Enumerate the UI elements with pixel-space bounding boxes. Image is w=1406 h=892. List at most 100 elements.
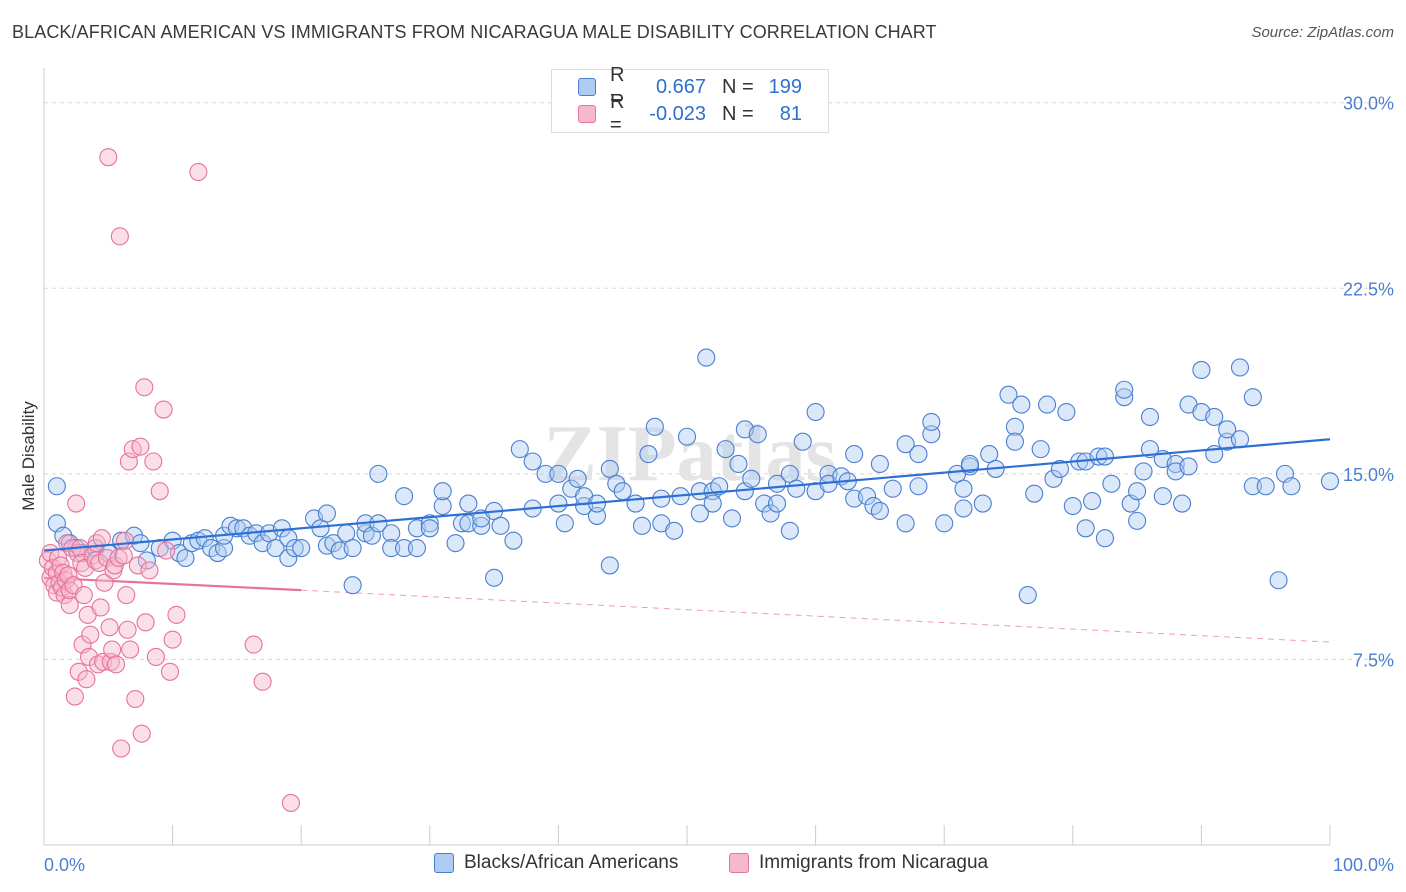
point-blacks (870, 501, 889, 521)
legend: R = 0.667 N = 199 R = -0.023 N = 81 (551, 64, 829, 136)
point-blacks (285, 539, 304, 558)
point-blacks (1230, 430, 1250, 449)
trend-line-nicaragua-solid (43, 576, 302, 592)
point-blacks (896, 435, 915, 454)
point-blacks (485, 568, 504, 587)
point-blacks (472, 516, 491, 535)
point-blacks (787, 479, 806, 498)
point-nicaragua (132, 724, 151, 743)
point-blacks (266, 539, 285, 558)
point-nicaragua (146, 647, 165, 667)
point-blacks (973, 494, 992, 513)
point-blacks (626, 494, 645, 513)
y-tick-labels: 7.5% 15.0% 22.5% 30.0% (1343, 94, 1394, 671)
point-blacks (420, 514, 439, 533)
point-blacks (1005, 432, 1024, 451)
point-blacks (549, 494, 568, 513)
point-nicaragua (163, 630, 182, 649)
point-nicaragua (59, 566, 78, 585)
legend-row-blacks: R = 0.667 N = 199 (552, 64, 802, 109)
point-blacks (999, 385, 1018, 404)
point-blacks (1050, 459, 1069, 478)
bottom-swatch-pink (729, 853, 749, 873)
point-blacks (960, 454, 979, 474)
point-blacks (954, 499, 973, 518)
point-blacks (1044, 469, 1063, 488)
trend-line-blacks (43, 438, 1331, 552)
point-blacks (47, 477, 66, 496)
point-nicaragua (67, 494, 86, 513)
point-nicaragua (117, 586, 136, 605)
point-nicaragua (160, 662, 180, 681)
point-nicaragua (55, 586, 74, 605)
point-blacks (722, 509, 742, 528)
point-nicaragua (121, 640, 140, 659)
point-blacks (1012, 395, 1031, 414)
legend-swatch-blue (578, 78, 596, 96)
point-blacks (742, 469, 761, 488)
point-blacks (555, 514, 574, 533)
point-blacks (1243, 477, 1262, 496)
point-nicaragua (140, 561, 159, 580)
point-blacks (568, 469, 587, 488)
axes (43, 68, 1331, 846)
point-blacks (459, 494, 478, 513)
watermark: ZIPatlas (543, 410, 836, 498)
point-blacks (1205, 407, 1224, 427)
point-blacks (922, 425, 941, 444)
bottom-legend-blacks: Blacks/African Americans (434, 852, 678, 874)
legend-swatch-pink (578, 105, 596, 123)
legend-n-label: N = (722, 102, 754, 125)
chart-title: BLACK/AFRICAN AMERICAN VS IMMIGRANTS FRO… (12, 22, 937, 42)
point-blacks (748, 425, 767, 444)
point-blacks (780, 521, 799, 540)
point-blacks (935, 514, 954, 533)
point-nicaragua (128, 556, 147, 575)
point-nicaragua (281, 793, 300, 812)
grid-lines (44, 102, 1390, 660)
point-blacks (549, 464, 568, 483)
point-nicaragua (60, 595, 79, 615)
point-blacks (729, 454, 748, 474)
point-blacks (1282, 477, 1301, 496)
point-blacks (292, 539, 311, 558)
points-nicaragua (38, 148, 300, 812)
trend-line-blacks (43, 438, 1331, 552)
point-blacks (510, 440, 529, 459)
x-tick-max: 100.0% (1333, 855, 1394, 875)
point-blacks (1095, 529, 1114, 548)
point-blacks (1089, 447, 1108, 466)
point-blacks (710, 477, 729, 496)
point-nicaragua (126, 689, 145, 709)
point-blacks (407, 539, 426, 558)
point-blacks (1083, 492, 1102, 511)
point-blacks (1038, 395, 1057, 414)
point-nicaragua (79, 647, 99, 667)
bottom-legend-nicaragua: Immigrants from Nicaragua (729, 852, 988, 874)
point-nicaragua (95, 573, 114, 592)
bottom-legend-label: Blacks/African Americans (464, 852, 679, 873)
point-blacks (755, 494, 774, 513)
point-blacks (382, 524, 401, 543)
point-blacks (1256, 477, 1275, 496)
point-nicaragua (103, 640, 122, 659)
point-blacks (324, 534, 343, 553)
point-blacks (382, 539, 401, 558)
point-blacks (1005, 417, 1024, 436)
point-blacks (1031, 440, 1050, 459)
point-blacks (922, 412, 941, 431)
point-blacks (806, 402, 825, 422)
point-blacks (697, 348, 716, 367)
point-blacks (1102, 474, 1121, 493)
point-blacks (536, 464, 555, 483)
point-blacks (1115, 380, 1134, 399)
trend-lines-immigrants (43, 576, 1331, 643)
point-blacks (214, 539, 234, 558)
point-blacks (1134, 462, 1153, 481)
point-blacks (1269, 571, 1288, 590)
point-blacks (857, 487, 877, 506)
point-blacks (767, 494, 787, 513)
point-nicaragua (135, 378, 154, 397)
point-blacks (433, 482, 452, 501)
legend-n-label: N = (722, 75, 754, 98)
